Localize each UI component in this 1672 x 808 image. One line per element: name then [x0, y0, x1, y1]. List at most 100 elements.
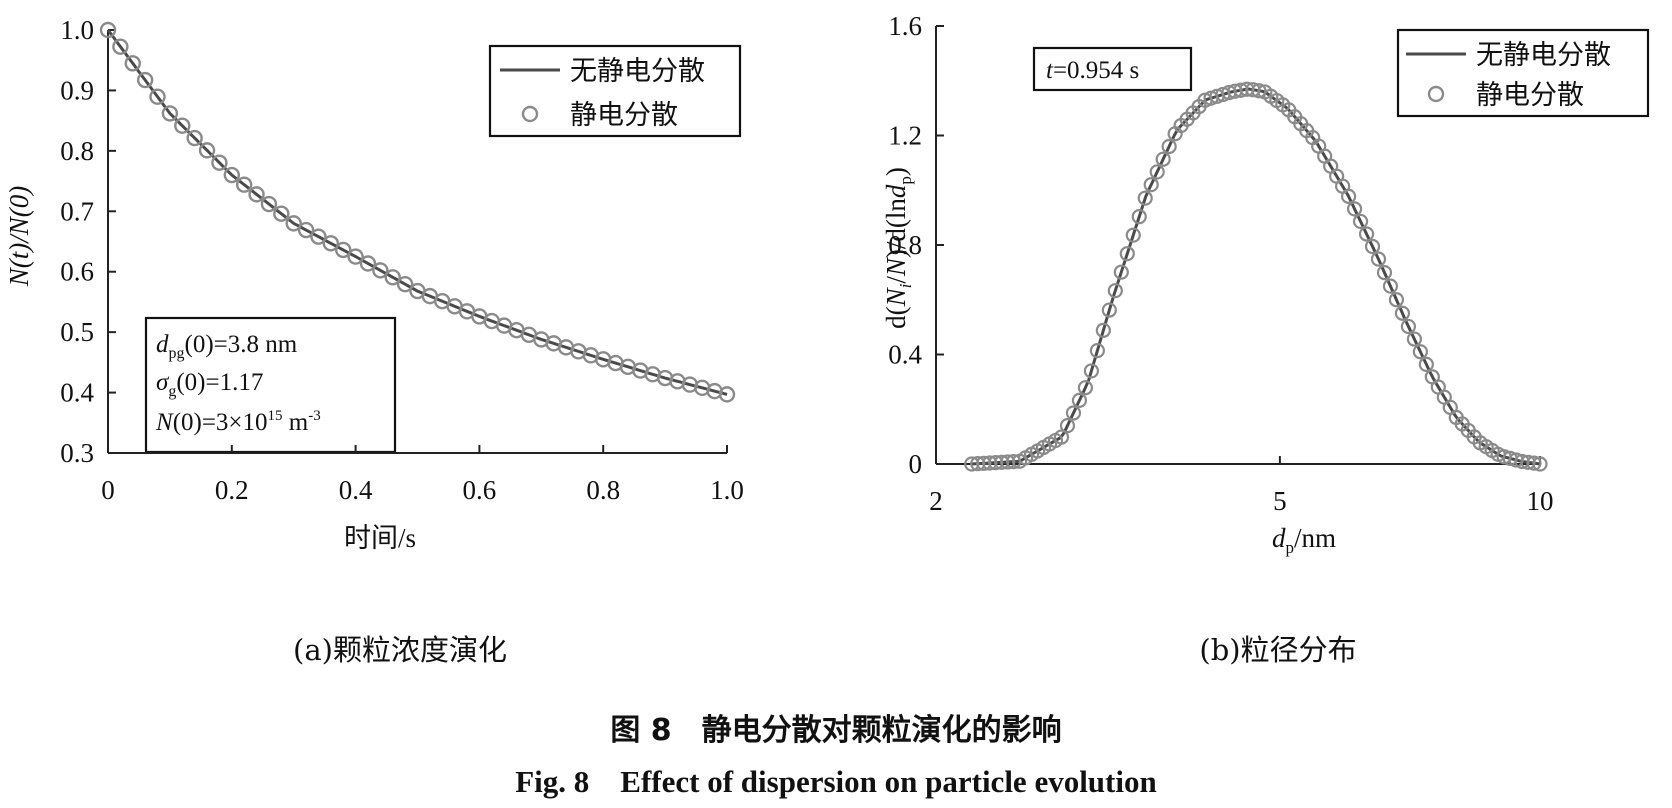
- panel-a-data-marker: [718, 386, 736, 403]
- panel-b-data-marker: [1352, 213, 1369, 230]
- panel-a-data-marker: [285, 215, 302, 232]
- panel-a-y-tick-label: 0.8: [60, 136, 94, 166]
- panel-b-data-marker: [1376, 265, 1393, 281]
- panel-a-legend-label-1: 无静电分散: [570, 56, 705, 87]
- panel-b-data-marker: [1149, 164, 1165, 180]
- panel-b-data-marker: [1406, 331, 1422, 347]
- panel-b-data-marker: [1370, 251, 1387, 267]
- figure-caption-en: Fig. 8 Effect of dispersion on particle …: [515, 764, 1156, 799]
- panel-b-data-marker: [1089, 343, 1105, 359]
- panel-a-xlabel: 时间/s: [344, 523, 416, 553]
- panel-b-annotation: t=0.954 s: [1032, 46, 1193, 92]
- panel-a-data-marker: [359, 255, 377, 272]
- panel-b-series-line: [971, 87, 1541, 466]
- annotation-line-n0: N(0)=3×1015 m-3: [155, 408, 321, 436]
- panel-b-data-marker: [1125, 227, 1141, 243]
- panel-b-legend: 无静电分散 静电分散: [1396, 28, 1650, 118]
- panel-b-data-marker: [1161, 138, 1177, 155]
- figure-caption-zh: 图 8 静电分散对颗粒演化的影响: [610, 713, 1061, 748]
- panel-a-data-marker: [211, 154, 228, 171]
- panel-b-data-marker: [1400, 318, 1417, 335]
- panel-a-legend-marker-swatch: [521, 105, 539, 123]
- annotation-line-sigma: σg(0)=1.17: [156, 369, 263, 400]
- panel-a-data-marker: [186, 129, 203, 147]
- panel-a-data-marker: [161, 105, 179, 122]
- panel-b-data-marker: [1394, 305, 1411, 321]
- panel-a-data-marker: [273, 205, 290, 222]
- panel-b-data-marker: [1346, 201, 1363, 217]
- panel-a-data-marker: [248, 186, 265, 203]
- panel-a-data-marker: [112, 38, 129, 55]
- panel-b-data-marker: [1155, 151, 1171, 167]
- panel-a-data-marker: [223, 166, 241, 184]
- panel-b-data-marker: [1388, 292, 1405, 308]
- panel-a-data-marker: [384, 269, 401, 286]
- panel-b-data-marker: [1059, 418, 1076, 434]
- panel-a-data-marker: [174, 117, 191, 134]
- panel-b-y-tick-label: 0.4: [888, 340, 922, 370]
- panel-b-data-marker: [1107, 283, 1123, 299]
- panel-a-data-marker: [260, 195, 278, 213]
- annotation-time: t=0.954 s: [1046, 57, 1139, 84]
- panel-a-data-marker: [372, 262, 389, 279]
- panel-b-data-marker: [1364, 238, 1381, 255]
- panel-b-data-marker: [1065, 405, 1082, 421]
- panel-a-data-marker: [149, 88, 166, 105]
- panel-a-data-marker: [396, 275, 414, 293]
- panel-a-data-marker: [347, 248, 364, 265]
- panel-b-legend-label-1: 无静电分散: [1476, 40, 1611, 71]
- panel-a-label: (a)颗粒浓度演化: [293, 633, 507, 667]
- panel-a-data-marker: [310, 228, 327, 245]
- panel-b-legend-label-2: 静电分散: [1476, 80, 1584, 111]
- panel-a-x-tick-label: 0.8: [586, 475, 620, 505]
- panel-a-y-tick-label: 0.9: [60, 75, 94, 105]
- panel-a-data-marker: [99, 21, 117, 39]
- annotation-line-dpg: dpg(0)=3.8 nm: [156, 331, 298, 362]
- panel-b-y-tick-label: 1.2: [888, 121, 922, 151]
- panel-a-data-marker: [198, 142, 216, 159]
- panel-a-y-tick-label: 0.6: [60, 257, 94, 287]
- panel-a-y-tick-label: 0.7: [60, 196, 94, 226]
- panel-b-chart: dp/nm d(Ni/N)/d(lndp) t=0.954 s 无静电分散 静电…: [881, 11, 1650, 557]
- panel-a-x-tick-label: 0.6: [463, 475, 497, 505]
- panel-b-data-marker: [1526, 455, 1542, 471]
- panel-a-data-marker: [235, 176, 253, 193]
- panel-b-y-tick-label: 0: [909, 449, 923, 479]
- panel-b-data-marker: [1131, 209, 1147, 225]
- panel-a-annotation-box: [144, 316, 397, 454]
- panel-b-label: (b)粒径分布: [1199, 633, 1356, 667]
- panel-a-legend: 无静电分散 静电分散: [488, 44, 742, 138]
- panel-b-data-marker: [1077, 380, 1094, 396]
- panel-b-ylabel: d(Ni/N)/d(lndp): [881, 167, 915, 329]
- panel-a-data-marker: [322, 235, 340, 252]
- panel-b-data-marker: [1083, 363, 1099, 379]
- panel-a-legend-label-2: 静电分散: [570, 100, 678, 131]
- panel-a-ylabel: N(t)/N(0): [4, 186, 34, 288]
- panel-b-data-marker: [1071, 392, 1088, 408]
- panel-a-chart: 时间/s N(t)/N(0) 无静电分散 静电分散 dpg(0)=3.8 nm …: [4, 15, 744, 553]
- panel-b-data-marker: [1358, 226, 1375, 242]
- panel-a-y-tick-label: 0.4: [60, 378, 94, 408]
- panel-b-data-marker: [1382, 278, 1399, 294]
- panel-b-x-tick-label: 2: [929, 486, 943, 516]
- panel-a-data-marker: [136, 71, 154, 89]
- panel-a-data-marker: [335, 241, 352, 259]
- panel-a-y-tick-label: 0.3: [60, 438, 94, 468]
- panel-b-data-marker: [1418, 356, 1434, 372]
- panel-b-data-marker: [1095, 322, 1111, 338]
- panel-b-data-marker: [1532, 456, 1548, 472]
- panel-a-data-marker: [124, 55, 141, 72]
- panel-b-legend-box: [1396, 28, 1650, 118]
- panel-a-y-tick-label: 0.5: [60, 317, 94, 347]
- panel-b-x-tick-label: 10: [1527, 486, 1554, 516]
- panel-b-xlabel: dp/nm: [1272, 523, 1336, 557]
- panel-a-x-tick-label: 1.0: [710, 475, 744, 505]
- panel-b-data-marker: [1412, 344, 1428, 360]
- panel-b-data-marker: [1101, 302, 1117, 318]
- panel-b-data-marker: [1113, 264, 1129, 280]
- panel-a-x-tick-label: 0.4: [339, 475, 373, 505]
- panel-b-data-marker: [1340, 188, 1357, 204]
- panel-b-annotation-box: [1032, 46, 1193, 92]
- panel-b-x-tick-label: 5: [1273, 486, 1287, 516]
